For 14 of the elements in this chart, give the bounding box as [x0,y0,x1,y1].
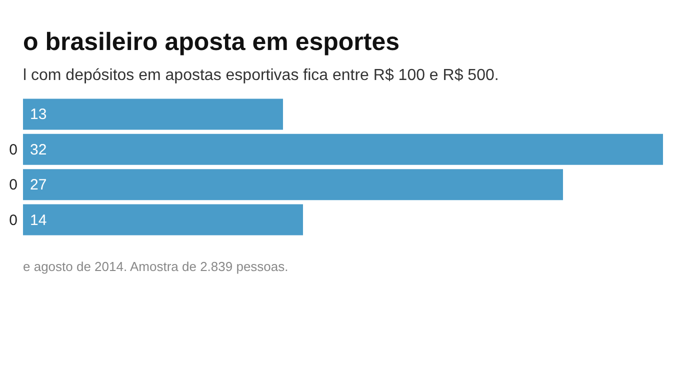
data-label: 14 [30,212,47,229]
data-label: 32 [30,141,47,158]
chart-title: o brasileiro aposta em esportes [23,28,400,56]
bar [23,204,303,236]
bar [23,98,283,130]
data-label: 27 [30,176,47,194]
y-tick-label: 0 [9,176,18,194]
chart-subtitle: l com depósitos em apostas esportivas fica entre R$ 100 e R$ 500. [23,67,499,84]
text: e agosto de 2014. Amostra de 2.839 pessoas. [23,259,288,274]
bar [23,134,663,165]
y-tick-label: 0 [9,212,18,229]
y-tick-label: 0 [9,141,18,158]
data-label: 13 [30,106,47,124]
bar [23,169,563,200]
